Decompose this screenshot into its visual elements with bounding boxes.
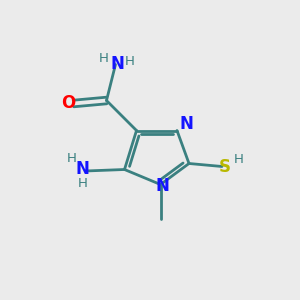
Text: H: H: [125, 55, 135, 68]
Text: N: N: [155, 177, 169, 195]
Text: H: H: [78, 177, 87, 190]
Text: N: N: [180, 115, 194, 133]
Text: H: H: [67, 152, 77, 166]
Text: H: H: [99, 52, 109, 65]
Text: N: N: [76, 160, 89, 178]
Text: H: H: [234, 153, 243, 167]
Text: O: O: [61, 94, 75, 112]
Text: N: N: [110, 55, 124, 73]
Text: S: S: [219, 158, 231, 176]
